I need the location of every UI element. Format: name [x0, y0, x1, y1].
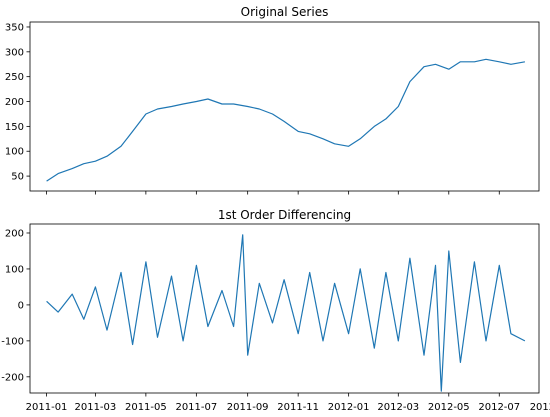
x-tick-label: 2012-09	[530, 402, 550, 413]
x-axis-ticks: 2011-01 2011-03 2011-05 2011-07 2011-09 2011-…	[26, 393, 550, 413]
x-tick-label: 2012-03	[377, 402, 419, 413]
y-axis-ticks: 50 100 150 200 250 300 350	[5, 22, 30, 183]
x-tick-label: 2012-07	[478, 402, 520, 413]
chart-title: Original Series	[241, 5, 329, 19]
x-tick-label: 2011-09	[227, 402, 269, 413]
chart-first-order-differencing: 1st Order Differencing 2011-01 2011-03 201…	[1, 208, 550, 413]
x-tick-label: 2011-03	[74, 402, 116, 413]
y-tick-label: -100	[1, 336, 24, 347]
y-tick-label: 350	[5, 22, 24, 33]
y-tick-label: 150	[5, 122, 24, 133]
y-tick-label: 200	[5, 97, 24, 108]
y-tick-label: 100	[5, 264, 24, 275]
y-tick-label: -200	[1, 372, 24, 383]
x-tick-label: 2011-07	[175, 402, 217, 413]
y-tick-label: 250	[5, 72, 24, 83]
chart-original-series: Original Series 50 100 150 200 250 300 350	[5, 5, 540, 195]
y-tick-label: 100	[5, 147, 24, 158]
x-tick-label: 2011-01	[26, 402, 68, 413]
y-axis-ticks: -200 -100 0 100 200	[1, 228, 30, 383]
x-tick-label: 2012-01	[328, 402, 370, 413]
y-tick-label: 200	[5, 228, 24, 239]
series-line	[46, 58, 526, 182]
y-tick-label: 300	[5, 47, 24, 58]
x-tick-label: 2011-05	[125, 402, 167, 413]
y-tick-label: 50	[11, 172, 24, 183]
chart-title: 1st Order Differencing	[218, 208, 351, 222]
x-tick-label: 2011-11	[277, 402, 319, 413]
x-tick-label: 2012-05	[428, 402, 470, 413]
series-line	[46, 234, 526, 392]
plot-area-frame	[29, 21, 540, 192]
x-axis-ticks	[46, 191, 500, 195]
plot-area-frame	[29, 223, 540, 394]
y-tick-label: 0	[18, 300, 24, 311]
